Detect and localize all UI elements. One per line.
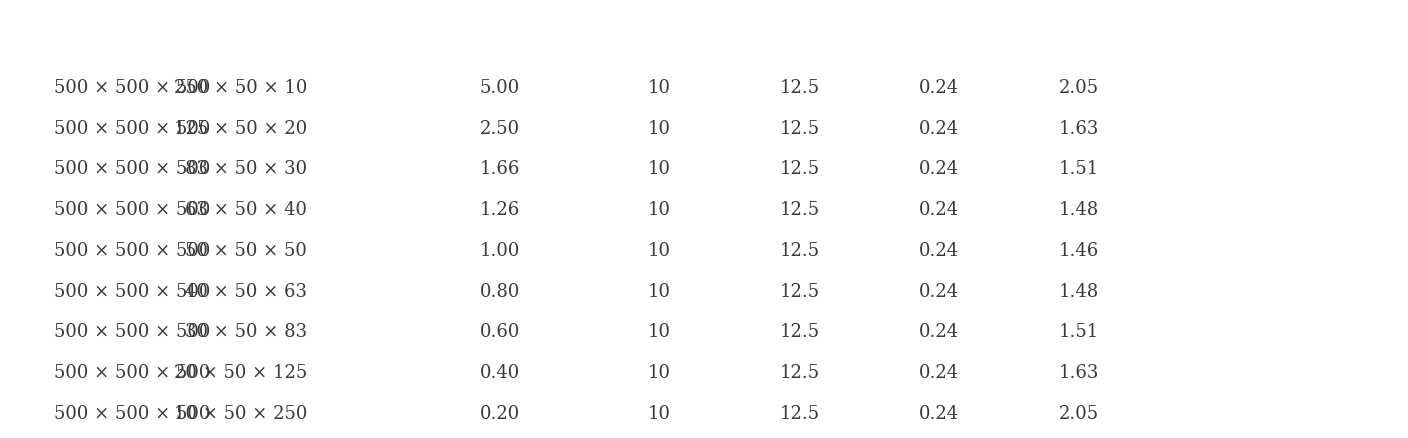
- Text: 1.46: 1.46: [1059, 242, 1098, 260]
- Text: 5.00: 5.00: [480, 79, 520, 97]
- Text: 1.66: 1.66: [480, 160, 520, 178]
- Text: 12.5: 12.5: [780, 405, 819, 423]
- Text: 12.5: 12.5: [780, 283, 819, 300]
- Text: 2.05: 2.05: [1059, 79, 1098, 97]
- Text: 0.24: 0.24: [919, 242, 959, 260]
- Text: 500 × 500 × 500: 500 × 500 × 500: [54, 405, 210, 423]
- Text: 500 × 500 × 500: 500 × 500 × 500: [54, 323, 210, 341]
- Text: 12.5: 12.5: [780, 79, 819, 97]
- Text: 0.24: 0.24: [919, 405, 959, 423]
- Text: 10: 10: [648, 405, 670, 423]
- Text: 2.50: 2.50: [480, 120, 520, 138]
- Text: 10: 10: [648, 120, 670, 138]
- Text: 10: 10: [648, 79, 670, 97]
- Text: 500 × 500 × 500: 500 × 500 × 500: [54, 79, 210, 97]
- Text: 1.63: 1.63: [1059, 120, 1098, 138]
- Text: 500 × 500 × 500: 500 × 500 × 500: [54, 364, 210, 382]
- Text: 125 × 50 × 20: 125 × 50 × 20: [173, 120, 307, 138]
- Text: 12.5: 12.5: [780, 242, 819, 260]
- Text: 0.24: 0.24: [919, 120, 959, 138]
- Text: 10: 10: [648, 364, 670, 382]
- Text: 1.48: 1.48: [1059, 283, 1098, 300]
- Text: 500 × 500 × 500: 500 × 500 × 500: [54, 120, 210, 138]
- Text: 250 × 50 × 10: 250 × 50 × 10: [173, 79, 307, 97]
- Text: 50 × 50 × 50: 50 × 50 × 50: [184, 242, 307, 260]
- Text: 10: 10: [648, 242, 670, 260]
- Text: 0.24: 0.24: [919, 323, 959, 341]
- Text: 63 × 50 × 40: 63 × 50 × 40: [184, 201, 307, 219]
- Text: 10: 10: [648, 323, 670, 341]
- Text: 30 × 50 × 83: 30 × 50 × 83: [184, 323, 307, 341]
- Text: 0.24: 0.24: [919, 364, 959, 382]
- Text: 2.05: 2.05: [1059, 405, 1098, 423]
- Text: 500 × 500 × 500: 500 × 500 × 500: [54, 242, 210, 260]
- Text: 1.48: 1.48: [1059, 201, 1098, 219]
- Text: 0.24: 0.24: [919, 79, 959, 97]
- Text: 20 × 50 × 125: 20 × 50 × 125: [173, 364, 307, 382]
- Text: 0.24: 0.24: [919, 201, 959, 219]
- Text: 500 × 500 × 500: 500 × 500 × 500: [54, 201, 210, 219]
- Text: 10 × 50 × 250: 10 × 50 × 250: [173, 405, 307, 423]
- Text: 83 × 50 × 30: 83 × 50 × 30: [184, 160, 307, 178]
- Text: 12.5: 12.5: [780, 323, 819, 341]
- Text: 12.5: 12.5: [780, 201, 819, 219]
- Text: 1.26: 1.26: [480, 201, 520, 219]
- Text: 12.5: 12.5: [780, 160, 819, 178]
- Text: 1.00: 1.00: [480, 242, 520, 260]
- Text: 0.24: 0.24: [919, 160, 959, 178]
- Text: 10: 10: [648, 283, 670, 300]
- Text: 12.5: 12.5: [780, 364, 819, 382]
- Text: 0.80: 0.80: [480, 283, 520, 300]
- Text: 12.5: 12.5: [780, 120, 819, 138]
- Text: 1.51: 1.51: [1059, 323, 1098, 341]
- Text: 40 × 50 × 63: 40 × 50 × 63: [184, 283, 307, 300]
- Text: 500 × 500 × 500: 500 × 500 × 500: [54, 160, 210, 178]
- Text: 1.51: 1.51: [1059, 160, 1098, 178]
- Text: 500 × 500 × 500: 500 × 500 × 500: [54, 283, 210, 300]
- Text: 10: 10: [648, 160, 670, 178]
- Text: 0.60: 0.60: [480, 323, 520, 341]
- Text: 10: 10: [648, 201, 670, 219]
- Text: 0.40: 0.40: [480, 364, 520, 382]
- Text: 1.63: 1.63: [1059, 364, 1098, 382]
- Text: 0.24: 0.24: [919, 283, 959, 300]
- Text: 0.20: 0.20: [480, 405, 520, 423]
